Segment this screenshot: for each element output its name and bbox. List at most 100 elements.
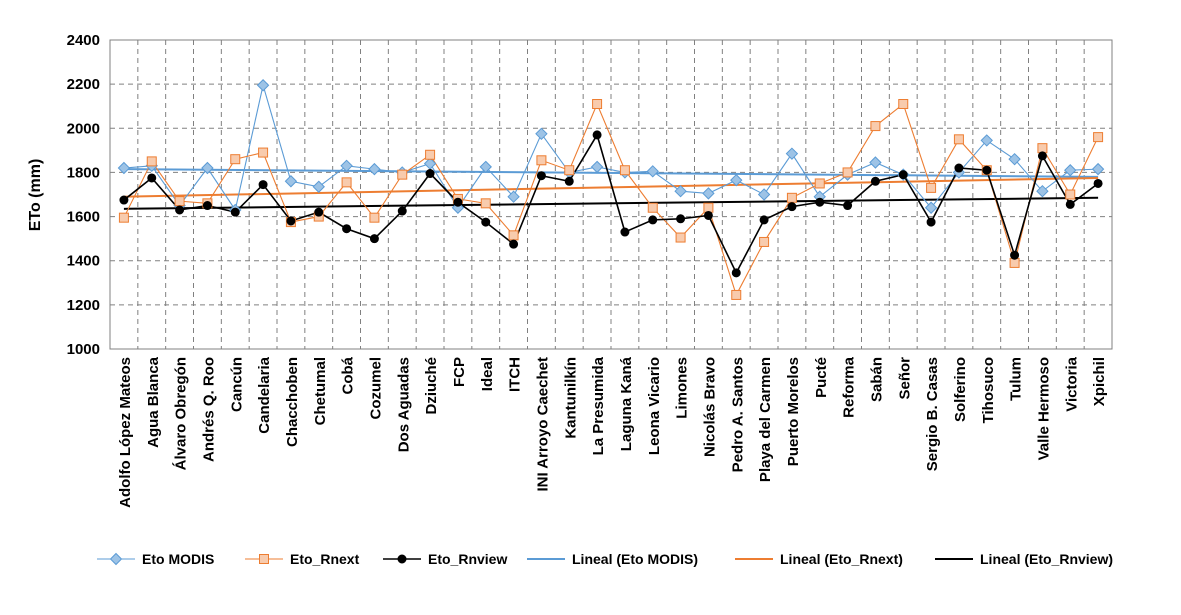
x-tick-label: Dos Aguadas (395, 357, 412, 452)
data-point (175, 205, 185, 215)
plot-frame (109, 39, 1113, 350)
x-tick-label: Tihosuco (980, 357, 997, 423)
data-point (479, 160, 492, 174)
data-point (174, 196, 185, 207)
data-point (258, 180, 268, 190)
data-point (256, 79, 270, 92)
x-tick-label: La Presumida (590, 356, 607, 455)
legend-label: Eto_Rnview (428, 551, 507, 567)
data-point (117, 161, 131, 175)
y-tick-label: 2000 (67, 120, 100, 137)
x-tick-label: Leona Vicario (646, 357, 663, 455)
data-point (924, 201, 938, 214)
y-tick-label: 2400 (67, 32, 100, 49)
data-point (730, 173, 743, 187)
data-point (703, 210, 713, 220)
legend-label: Lineal (Eto_Rnview) (980, 551, 1113, 567)
x-tick-label: Pucté (813, 357, 830, 398)
series-line (123, 102, 1099, 297)
data-point (759, 215, 769, 225)
data-point (814, 178, 825, 189)
data-point (592, 130, 602, 140)
x-tick-label: INI Arroyo Caechet (534, 357, 551, 491)
trendline (123, 176, 1099, 198)
y-tick-label: 1000 (67, 341, 100, 358)
x-tick-label: Cozumel (367, 357, 384, 420)
x-tick-label: Agua Blanca (145, 356, 162, 448)
data-point (1091, 162, 1105, 176)
data-point (954, 163, 964, 173)
data-point (1037, 143, 1048, 154)
series-line (123, 132, 1099, 275)
legend-marker (397, 554, 407, 564)
data-point (425, 149, 436, 160)
data-point (870, 121, 881, 132)
x-tick-label: Limones (674, 357, 691, 419)
y-tick-label: 1800 (67, 164, 100, 181)
data-point (509, 239, 519, 249)
data-point (340, 159, 353, 173)
y-tick-label: 1200 (67, 297, 100, 314)
data-point (536, 155, 547, 166)
data-point (898, 170, 908, 180)
data-point (397, 169, 408, 180)
data-point (368, 162, 381, 176)
data-point (481, 217, 491, 227)
x-tick-label: FCP (451, 357, 468, 387)
data-point (926, 182, 937, 193)
data-point (230, 207, 240, 217)
data-point (842, 167, 853, 178)
x-tick-label: Xpichil (1091, 357, 1108, 406)
data-point (314, 207, 324, 217)
series-line (123, 85, 1099, 212)
x-tick-label: Pedro A. Santos (729, 357, 746, 472)
x-tick-label: Laguna Kaná (618, 356, 635, 451)
data-point (648, 215, 658, 225)
data-point (480, 198, 491, 209)
data-point (202, 201, 212, 211)
x-tick-label: Sergio B. Casas (924, 357, 941, 471)
y-axis-label: ETo (mm) (27, 159, 44, 232)
x-tick-label: Tulum (1008, 357, 1025, 401)
data-point (1009, 257, 1020, 268)
data-point (284, 175, 298, 188)
data-point (702, 187, 715, 200)
x-tick-label: Solferino (952, 357, 969, 422)
data-point (1064, 164, 1077, 177)
data-point (620, 227, 630, 237)
data-point (312, 180, 325, 193)
data-point (646, 165, 659, 178)
legend-marker (259, 554, 269, 564)
data-point (787, 202, 797, 212)
data-point (898, 99, 909, 110)
data-point (786, 192, 797, 203)
data-point (1093, 132, 1104, 143)
data-point (619, 165, 630, 176)
x-tick-label: Victoria (1063, 356, 1080, 411)
y-tick-label: 1600 (67, 209, 100, 226)
data-point (703, 202, 714, 213)
data-point (564, 176, 574, 186)
data-point (731, 289, 742, 300)
data-point (425, 169, 435, 179)
x-tick-label: Adolfo López Mateos (117, 357, 134, 508)
data-point (1093, 178, 1103, 188)
axes: 1000 1200 1400 1600 1800 2000 2200 2400 Adolfo L… (67, 32, 1113, 508)
x-tick-label: Kantunilkín (562, 357, 579, 439)
x-tick-label: Candelaria (256, 356, 273, 433)
data-point (980, 134, 993, 147)
data-point (1065, 189, 1076, 200)
data-point (230, 154, 241, 165)
data-point (675, 232, 686, 243)
x-tick-label: Playa del Carmen (757, 357, 774, 482)
data-point (815, 197, 825, 207)
x-tick-label: Puerto Morelos (785, 357, 802, 466)
data-point (843, 201, 853, 211)
legend-label: Eto_Rnext (290, 551, 360, 567)
x-tick-label: Señor (896, 357, 913, 400)
data-point (453, 197, 463, 207)
trendline (123, 196, 1099, 210)
data-point (536, 171, 546, 181)
data-point (258, 147, 269, 158)
data-point (201, 161, 214, 175)
